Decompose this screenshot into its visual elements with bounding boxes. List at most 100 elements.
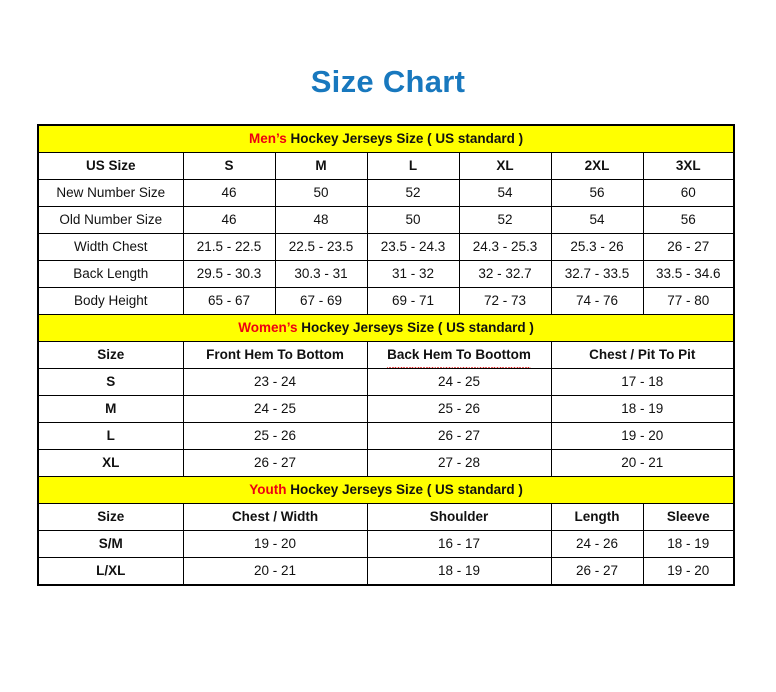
row-label-mens-2: Width Chest (37, 233, 184, 261)
cell-mens-2-3: 24.3 - 25.3 (458, 233, 552, 261)
cell-mens-4-5: 77 - 80 (642, 287, 735, 315)
table-row: Width Chest 21.5 - 22.5 22.5 - 23.5 23.5… (37, 233, 735, 261)
cell-womens-3-2: 20 - 21 (550, 449, 735, 477)
row-label-womens-0: S (37, 368, 184, 396)
table-header-row-womens: Size Front Hem To Bottom Back Hem To Boo… (37, 341, 735, 369)
column-header-womens-1: Front Hem To Bottom (182, 341, 368, 369)
cell-mens-1-3: 52 (458, 206, 552, 234)
section-band-womens: Women’s Hockey Jerseys Size ( US standar… (37, 314, 735, 342)
table-row: Back Length 29.5 - 30.3 30.3 - 31 31 - 3… (37, 260, 735, 288)
cell-mens-3-0: 29.5 - 30.3 (182, 260, 276, 288)
cell-mens-2-0: 21.5 - 22.5 (182, 233, 276, 261)
cell-womens-1-0: 24 - 25 (182, 395, 368, 423)
cell-mens-4-2: 69 - 71 (366, 287, 460, 315)
section-band-row-youth: Youth Hockey Jerseys Size ( US standard … (37, 476, 735, 504)
cell-mens-2-1: 22.5 - 23.5 (274, 233, 368, 261)
row-label-mens-3: Back Length (37, 260, 184, 288)
cell-mens-4-1: 67 - 69 (274, 287, 368, 315)
column-header-mens-0: US Size (37, 152, 184, 180)
table-row: Body Height 65 - 67 67 - 69 69 - 71 72 -… (37, 287, 735, 315)
size-chart-tables: Men’s Hockey Jerseys Size ( US standard … (37, 124, 736, 586)
table-row: XL 26 - 27 27 - 28 20 - 21 (37, 449, 735, 477)
cell-womens-3-0: 26 - 27 (182, 449, 368, 477)
section-band-rest-mens: Hockey Jerseys Size ( US standard ) (286, 131, 524, 146)
column-header-youth-4: Sleeve (642, 503, 735, 531)
column-header-mens-2: M (274, 152, 368, 180)
cell-womens-2-0: 25 - 26 (182, 422, 368, 450)
section-band-accent-mens: Men’s (248, 131, 287, 146)
section-band-row-womens: Women’s Hockey Jerseys Size ( US standar… (37, 314, 735, 342)
table-row: L 25 - 26 26 - 27 19 - 20 (37, 422, 735, 450)
row-label-womens-1: M (37, 395, 184, 423)
cell-youth-0-1: 16 - 17 (366, 530, 552, 558)
table-row: L/XL 20 - 21 18 - 19 26 - 27 19 - 20 (37, 557, 735, 586)
column-header-youth-2: Shoulder (366, 503, 552, 531)
column-header-youth-0: Size (37, 503, 184, 531)
cell-mens-2-4: 25.3 - 26 (550, 233, 644, 261)
table-header-row-youth: Size Chest / Width Shoulder Length Sleev… (37, 503, 735, 531)
section-band-youth: Youth Hockey Jerseys Size ( US standard … (37, 476, 735, 504)
table-row: S/M 19 - 20 16 - 17 24 - 26 18 - 19 (37, 530, 735, 558)
cell-mens-2-5: 26 - 27 (642, 233, 735, 261)
row-label-youth-0: S/M (37, 530, 184, 558)
cell-mens-0-1: 50 (274, 179, 368, 207)
page-title: Size Chart (310, 64, 466, 99)
cell-mens-1-0: 46 (182, 206, 276, 234)
cell-womens-0-0: 23 - 24 (182, 368, 368, 396)
table-header-row-mens: US Size S M L XL 2XL 3XL (37, 152, 735, 180)
row-label-womens-2: L (37, 422, 184, 450)
section-band-accent-womens: Women’s (238, 320, 298, 335)
row-label-mens-1: Old Number Size (37, 206, 184, 234)
cell-womens-2-1: 26 - 27 (366, 422, 552, 450)
cell-mens-0-3: 54 (458, 179, 552, 207)
section-band-row-mens: Men’s Hockey Jerseys Size ( US standard … (37, 124, 735, 153)
cell-womens-3-1: 27 - 28 (366, 449, 552, 477)
cell-womens-0-1: 24 - 25 (366, 368, 552, 396)
cell-mens-4-4: 74 - 76 (550, 287, 644, 315)
column-header-youth-3: Length (550, 503, 644, 531)
cell-womens-0-2: 17 - 18 (550, 368, 735, 396)
column-header-mens-4: XL (458, 152, 552, 180)
cell-mens-3-5: 33.5 - 34.6 (642, 260, 735, 288)
cell-mens-4-0: 65 - 67 (182, 287, 276, 315)
cell-mens-1-5: 56 (642, 206, 735, 234)
row-label-youth-1: L/XL (37, 557, 184, 586)
cell-womens-1-1: 25 - 26 (366, 395, 552, 423)
row-label-womens-3: XL (37, 449, 184, 477)
column-header-womens-0: Size (37, 341, 184, 369)
column-header-mens-1: S (182, 152, 276, 180)
cell-womens-2-2: 19 - 20 (550, 422, 735, 450)
cell-mens-0-5: 60 (642, 179, 735, 207)
cell-youth-1-0: 20 - 21 (182, 557, 368, 586)
cell-mens-4-3: 72 - 73 (458, 287, 552, 315)
column-header-womens-3: Chest / Pit To Pit (550, 341, 735, 369)
cell-mens-1-1: 48 (274, 206, 368, 234)
cell-youth-1-1: 18 - 19 (366, 557, 552, 586)
cell-mens-1-2: 50 (366, 206, 460, 234)
column-header-mens-3: L (366, 152, 460, 180)
cell-mens-3-4: 32.7 - 33.5 (550, 260, 644, 288)
cell-mens-0-4: 56 (550, 179, 644, 207)
cell-mens-3-2: 31 - 32 (366, 260, 460, 288)
cell-youth-0-3: 18 - 19 (642, 530, 735, 558)
misspelled-header-text: Back Hem To Boottom (387, 342, 531, 368)
column-header-mens-6: 3XL (642, 152, 735, 180)
table-row: S 23 - 24 24 - 25 17 - 18 (37, 368, 735, 396)
table-row: Old Number Size 46 48 50 52 54 56 (37, 206, 735, 234)
cell-mens-3-1: 30.3 - 31 (274, 260, 368, 288)
cell-youth-0-2: 24 - 26 (550, 530, 644, 558)
section-band-rest-womens: Hockey Jerseys Size ( US standard ) (297, 320, 534, 335)
column-header-womens-2: Back Hem To Boottom (366, 341, 552, 369)
section-band-accent-youth: Youth (249, 482, 287, 497)
row-label-mens-4: Body Height (37, 287, 184, 315)
cell-mens-2-2: 23.5 - 24.3 (366, 233, 460, 261)
size-chart-table: Men’s Hockey Jerseys Size ( US standard … (37, 124, 736, 586)
cell-mens-0-2: 52 (366, 179, 460, 207)
cell-youth-0-0: 19 - 20 (182, 530, 368, 558)
row-label-mens-0: New Number Size (37, 179, 184, 207)
cell-youth-1-2: 26 - 27 (550, 557, 644, 586)
table-row: New Number Size 46 50 52 54 56 60 (37, 179, 735, 207)
cell-womens-1-2: 18 - 19 (550, 395, 735, 423)
column-header-mens-5: 2XL (550, 152, 644, 180)
